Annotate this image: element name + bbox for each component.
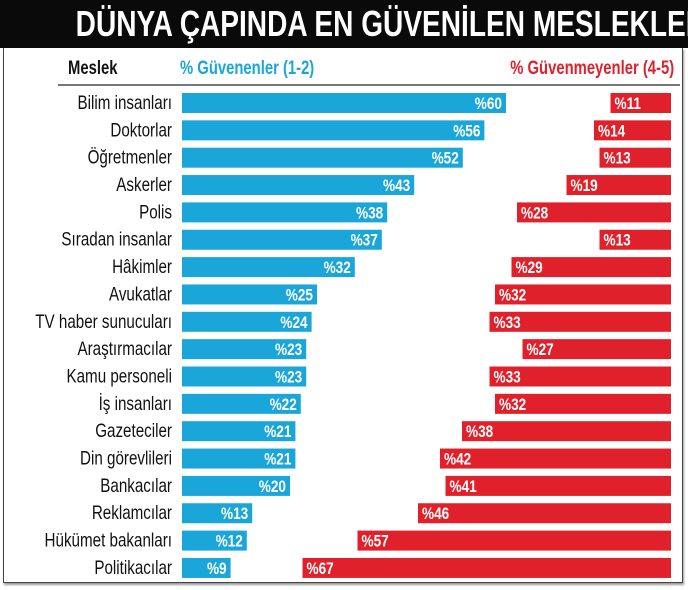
distrust-bar [418, 503, 671, 524]
category-label: Öğretmenler [88, 146, 173, 168]
trust-bar [182, 175, 415, 196]
distrust-value: %32 [499, 395, 526, 414]
category-label: Gazeteciler [95, 420, 172, 442]
trust-value: %43 [383, 177, 410, 196]
category-label: Araştırmacılar [77, 337, 172, 359]
category-label: Sıradan insanlar [61, 228, 172, 250]
distrust-value: %29 [516, 259, 543, 278]
category-label: Avukatlar [109, 283, 172, 305]
category-header: Meslek [68, 58, 118, 79]
trust-value: %21 [264, 423, 292, 442]
distrust-bar [522, 339, 671, 360]
trust-bar [182, 448, 296, 469]
header-divider [58, 84, 680, 86]
trust-value: %21 [264, 450, 292, 469]
distrust-bar [566, 175, 671, 196]
category-label: Doktorlar [110, 119, 172, 141]
trust-value: %12 [216, 532, 243, 551]
distrust-bar [599, 147, 671, 168]
trust-value: %20 [259, 478, 286, 497]
trust-value: %22 [270, 395, 297, 414]
distrust-value: %32 [499, 286, 526, 305]
trust-value: %38 [356, 204, 384, 223]
distrust-bar [495, 284, 671, 305]
distrust-value: %38 [466, 423, 494, 442]
category-label: Politikacılar [94, 556, 172, 578]
legend-trust: % Güvenenler (1-2) [180, 58, 315, 79]
distrust-bar [610, 93, 671, 113]
distrust-value: %14 [598, 122, 626, 141]
distrust-bar [489, 311, 671, 332]
trust-bar [182, 557, 231, 578]
category-label: Hâkimler [112, 255, 172, 277]
trust-value: %60 [475, 95, 502, 114]
trust-bar [182, 229, 382, 250]
trust-bar [182, 393, 301, 414]
category-label: Polis [139, 201, 172, 223]
category-label: Reklamcılar [92, 502, 172, 524]
distrust-bar [495, 393, 671, 414]
distrust-value: %46 [422, 505, 449, 524]
category-label: Askerler [116, 173, 172, 195]
trust-value: %25 [286, 286, 314, 305]
distrust-value: %41 [450, 478, 478, 497]
distrust-bar [445, 475, 671, 496]
trust-value: %23 [275, 368, 302, 387]
trust-bar [182, 120, 485, 141]
trust-bar [182, 503, 253, 524]
chart-title: DÜNYA ÇAPINDA EN GÜVENİLEN MESLEKLER [75, 3, 688, 44]
chart-frame [3, 48, 683, 583]
distrust-bar [440, 448, 671, 469]
distrust-bar [489, 366, 671, 387]
trust-bar [182, 257, 355, 278]
distrust-bar [594, 120, 671, 141]
legend-distrust: % Güvenmeyenler (4-5) [510, 58, 674, 79]
distrust-bar [511, 257, 671, 278]
trust-bar [182, 93, 506, 113]
distrust-value: %33 [494, 313, 521, 332]
trust-value: %32 [324, 259, 351, 278]
distrust-value: %42 [444, 450, 471, 469]
trust-value: %13 [221, 505, 248, 524]
trust-value: %23 [275, 341, 302, 360]
distrust-value: %57 [362, 532, 389, 551]
trust-value: %52 [432, 149, 459, 168]
trust-value: %56 [453, 122, 480, 141]
distrust-bar [462, 421, 671, 442]
distrust-value: %11 [615, 95, 642, 114]
trust-bar [182, 366, 307, 387]
distrust-value: %27 [527, 341, 554, 360]
category-label: Bankacılar [100, 474, 172, 496]
trust-value: %9 [207, 560, 227, 579]
trust-value: %37 [351, 231, 378, 250]
title-bar: DÜNYA ÇAPINDA EN GÜVENİLEN MESLEKLER [0, 0, 688, 48]
trust-bar [182, 530, 247, 551]
distrust-value: %67 [307, 560, 334, 579]
category-label: Din görevlileri [80, 447, 172, 469]
category-label: Kamu personeli [66, 365, 172, 387]
trust-bar [182, 311, 312, 332]
trust-bar [182, 284, 317, 305]
category-label: TV haber sunucuları [35, 310, 172, 332]
distrust-bar [302, 557, 671, 578]
trust-bar [182, 339, 307, 360]
distrust-value: %19 [571, 177, 598, 196]
trust-bar [182, 475, 290, 496]
distrust-bar [517, 202, 671, 223]
distrust-bar [357, 530, 671, 551]
category-label: İş insanları [99, 392, 172, 414]
distrust-value: %33 [494, 368, 521, 387]
trust-bar [182, 421, 296, 442]
category-label: Hükümet bakanları [45, 529, 172, 551]
trust-bar [182, 147, 463, 168]
category-label: Bilim insanları [77, 91, 172, 113]
trust-value: %24 [280, 313, 308, 332]
trust-bar [182, 202, 388, 223]
distrust-value: %28 [521, 204, 549, 223]
distrust-bar [599, 229, 671, 250]
distrust-value: %13 [604, 231, 631, 250]
distrust-value: %13 [604, 149, 631, 168]
